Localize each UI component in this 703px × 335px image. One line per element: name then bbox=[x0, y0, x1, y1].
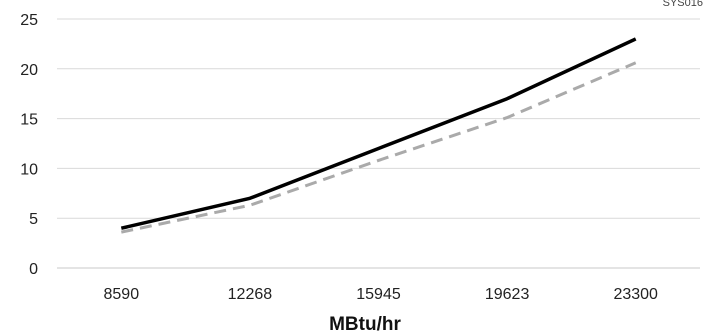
x-axis-tick-labels: 8590 12268 15945 19623 23300 bbox=[104, 286, 659, 303]
y-tick-label: 5 bbox=[29, 211, 38, 228]
x-tick-label: 23300 bbox=[613, 286, 658, 303]
x-tick-label: 12268 bbox=[228, 286, 273, 303]
y-tick-label: 25 bbox=[20, 12, 38, 29]
series-line-0 bbox=[120, 37, 637, 230]
y-tick-label: 15 bbox=[20, 112, 38, 129]
x-tick-label: 19623 bbox=[485, 286, 530, 303]
x-axis-title: MBtu/hr bbox=[329, 314, 401, 335]
series-line-1 bbox=[120, 61, 637, 234]
y-tick-label: 0 bbox=[29, 261, 38, 278]
y-tick-label: 20 bbox=[20, 62, 38, 79]
series-layer bbox=[120, 37, 637, 234]
y-axis-tick-labels: 0 5 10 15 20 25 bbox=[20, 12, 38, 278]
gridlines bbox=[57, 18, 700, 269]
y-tick-label: 10 bbox=[20, 161, 38, 178]
corner-label: SYS016 bbox=[663, 0, 703, 9]
x-tick-label: 15945 bbox=[356, 286, 401, 303]
x-tick-label: 8590 bbox=[104, 286, 140, 303]
